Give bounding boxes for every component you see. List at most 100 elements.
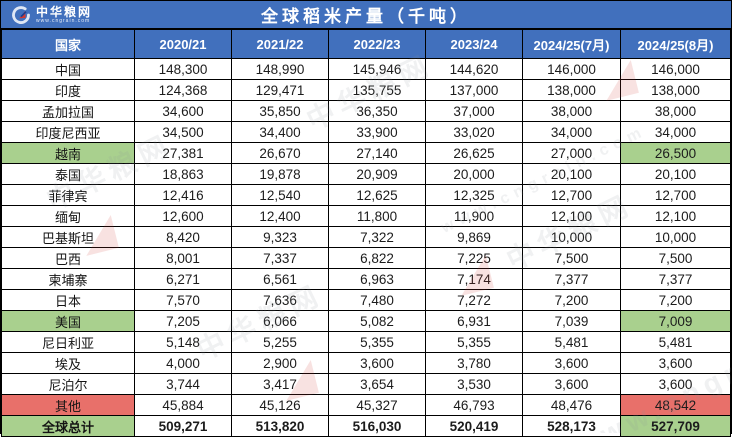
table-row: 尼泊尔 3,744 3,417 3,654 3,530 3,600 3,600 xyxy=(1,373,731,395)
value-cell: 7,377 xyxy=(620,268,731,290)
logo-site-name: 中华粮网 xyxy=(36,4,93,19)
value-cell: 33,900 xyxy=(328,121,426,143)
value-cell: 5,148 xyxy=(134,331,232,353)
country-cell: 其他 xyxy=(1,394,135,416)
value-cell: 520,419 xyxy=(425,415,523,437)
value-cell: 48,476 xyxy=(522,394,621,416)
value-cell: 129,471 xyxy=(231,79,329,101)
value-cell: 148,300 xyxy=(134,58,232,80)
table-row: 其他 45,884 45,126 45,327 46,793 48,476 48,542 xyxy=(1,394,731,416)
value-cell: 8,001 xyxy=(134,247,232,269)
value-cell: 144,620 xyxy=(425,58,523,80)
column-header: 2022/23 xyxy=(328,29,426,59)
value-cell: 6,271 xyxy=(134,268,232,290)
value-cell: 7,500 xyxy=(522,247,621,269)
value-cell: 12,100 xyxy=(620,205,731,227)
value-cell: 34,400 xyxy=(231,121,329,143)
table-header: 国家 2020/21 2021/22 2022/23 2023/24 2024/25(7月… xyxy=(1,29,731,59)
country-cell: 全球总计 xyxy=(1,415,135,437)
value-cell: 516,030 xyxy=(328,415,426,437)
value-cell: 18,863 xyxy=(134,163,232,185)
value-cell: 10,000 xyxy=(620,226,731,248)
value-cell: 137,000 xyxy=(425,79,523,101)
table-row: 巴西 8,001 7,337 6,822 7,225 7,500 7,500 xyxy=(1,247,731,269)
value-cell: 138,000 xyxy=(522,79,621,101)
value-cell: 7,636 xyxy=(231,289,329,311)
value-cell: 7,480 xyxy=(328,289,426,311)
value-cell: 7,200 xyxy=(620,289,731,311)
value-cell: 34,500 xyxy=(134,121,232,143)
value-cell: 27,000 xyxy=(522,142,621,164)
value-cell: 145,946 xyxy=(328,58,426,80)
value-cell: 10,000 xyxy=(522,226,621,248)
table-row: 印度 124,368 129,471 135,755 137,000 138,000 138… xyxy=(1,79,731,101)
table-row: 中国 148,300 148,990 145,946 144,620 146,000 146… xyxy=(1,58,731,80)
logo-site-url: www.cngrain.com xyxy=(36,17,91,24)
value-cell: 27,140 xyxy=(328,142,426,164)
value-cell: 12,600 xyxy=(134,205,232,227)
value-cell: 5,481 xyxy=(620,331,731,353)
value-cell: 7,205 xyxy=(134,310,232,332)
table-row: 柬埔寨 6,271 6,561 6,963 7,174 7,377 7,377 xyxy=(1,268,731,290)
value-cell: 38,000 xyxy=(620,100,731,122)
value-cell: 6,963 xyxy=(328,268,426,290)
value-cell: 6,561 xyxy=(231,268,329,290)
column-header: 2024/25(7月) xyxy=(522,29,621,59)
value-cell: 4,000 xyxy=(134,352,232,374)
value-cell: 124,368 xyxy=(134,79,232,101)
table-row: 缅甸 12,600 12,400 11,800 11,900 12,100 12,100 xyxy=(1,205,731,227)
column-header: 国家 xyxy=(1,29,135,59)
value-cell: 5,481 xyxy=(522,331,621,353)
value-cell: 2,900 xyxy=(231,352,329,374)
value-cell: 26,670 xyxy=(231,142,329,164)
value-cell: 5,355 xyxy=(425,331,523,353)
value-cell: 20,000 xyxy=(425,163,523,185)
value-cell: 12,540 xyxy=(231,184,329,206)
value-cell: 46,793 xyxy=(425,394,523,416)
value-cell: 12,325 xyxy=(425,184,523,206)
cngrain-logo-icon xyxy=(12,5,30,24)
value-cell: 38,000 xyxy=(522,100,621,122)
value-cell: 3,530 xyxy=(425,373,523,395)
logo-text-block: 中华粮网 www.cngrain.com xyxy=(36,6,92,24)
country-cell: 印度 xyxy=(1,79,135,101)
value-cell: 9,869 xyxy=(425,226,523,248)
table-row: 埃及 4,000 2,900 3,600 3,780 3,600 3,600 xyxy=(1,352,731,374)
country-cell: 泰国 xyxy=(1,163,135,185)
value-cell: 12,700 xyxy=(522,184,621,206)
value-cell: 528,173 xyxy=(522,415,621,437)
table-row: 越南 27,381 26,670 27,140 26,625 27,000 26,500 xyxy=(1,142,731,164)
value-cell: 12,416 xyxy=(134,184,232,206)
value-cell: 45,126 xyxy=(231,394,329,416)
value-cell: 3,600 xyxy=(620,373,731,395)
table-row: 孟加拉国 34,600 35,850 36,350 37,000 38,000 38,000 xyxy=(1,100,731,122)
country-cell: 巴西 xyxy=(1,247,135,269)
header-row: 国家 2020/21 2021/22 2022/23 2023/24 2024/25(7月… xyxy=(1,29,731,59)
production-table: 国家 2020/21 2021/22 2022/23 2023/24 2024/25(7月… xyxy=(1,29,731,437)
table-row: 泰国 18,863 19,878 20,909 20,000 20,100 20,100 xyxy=(1,163,731,185)
column-header: 2023/24 xyxy=(425,29,523,59)
table-row: 全球总计 509,271 513,820 516,030 520,419 528,173 5… xyxy=(1,415,731,437)
value-cell: 3,417 xyxy=(231,373,329,395)
value-cell: 3,654 xyxy=(328,373,426,395)
value-cell: 48,542 xyxy=(620,394,731,416)
value-cell: 7,570 xyxy=(134,289,232,311)
value-cell: 527,709 xyxy=(620,415,731,437)
value-cell: 36,350 xyxy=(328,100,426,122)
value-cell: 5,082 xyxy=(328,310,426,332)
value-cell: 138,000 xyxy=(620,79,731,101)
table-row: 菲律宾 12,416 12,540 12,625 12,325 12,700 12,700 xyxy=(1,184,731,206)
table-row: 尼日利亚 5,148 5,255 5,355 5,355 5,481 5,481 xyxy=(1,331,731,353)
country-cell: 美国 xyxy=(1,310,135,332)
value-cell: 3,744 xyxy=(134,373,232,395)
value-cell: 6,931 xyxy=(425,310,523,332)
country-cell: 埃及 xyxy=(1,352,135,374)
value-cell: 33,020 xyxy=(425,121,523,143)
value-cell: 7,174 xyxy=(425,268,523,290)
value-cell: 9,323 xyxy=(231,226,329,248)
country-cell: 巴基斯坦 xyxy=(1,226,135,248)
value-cell: 11,900 xyxy=(425,205,523,227)
value-cell: 12,625 xyxy=(328,184,426,206)
value-cell: 20,100 xyxy=(620,163,731,185)
value-cell: 7,337 xyxy=(231,247,329,269)
